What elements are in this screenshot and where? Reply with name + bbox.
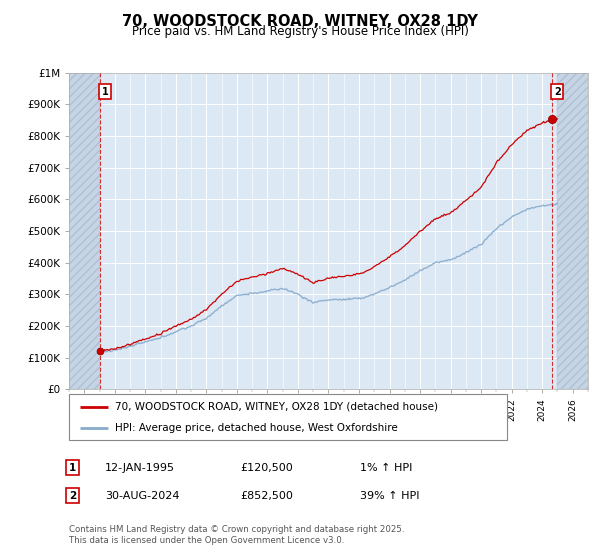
Text: 1: 1: [69, 463, 76, 473]
Text: 1: 1: [101, 87, 109, 97]
Bar: [69, 73, 100, 389]
Text: 30-AUG-2024: 30-AUG-2024: [105, 491, 179, 501]
Text: Price paid vs. HM Land Registry's House Price Index (HPI): Price paid vs. HM Land Registry's House …: [131, 25, 469, 38]
Bar: [557, 73, 588, 389]
Text: 70, WOODSTOCK ROAD, WITNEY, OX28 1DY (detached house): 70, WOODSTOCK ROAD, WITNEY, OX28 1DY (de…: [115, 402, 438, 412]
Text: £120,500: £120,500: [240, 463, 293, 473]
Text: 2: 2: [69, 491, 76, 501]
Text: 2: 2: [554, 87, 560, 97]
Text: 39% ↑ HPI: 39% ↑ HPI: [360, 491, 419, 501]
Text: 70, WOODSTOCK ROAD, WITNEY, OX28 1DY: 70, WOODSTOCK ROAD, WITNEY, OX28 1DY: [122, 14, 478, 29]
Text: £852,500: £852,500: [240, 491, 293, 501]
Text: 1% ↑ HPI: 1% ↑ HPI: [360, 463, 412, 473]
Text: 12-JAN-1995: 12-JAN-1995: [105, 463, 175, 473]
Text: HPI: Average price, detached house, West Oxfordshire: HPI: Average price, detached house, West…: [115, 423, 398, 433]
Text: Contains HM Land Registry data © Crown copyright and database right 2025.
This d: Contains HM Land Registry data © Crown c…: [69, 525, 404, 545]
FancyBboxPatch shape: [69, 394, 507, 440]
